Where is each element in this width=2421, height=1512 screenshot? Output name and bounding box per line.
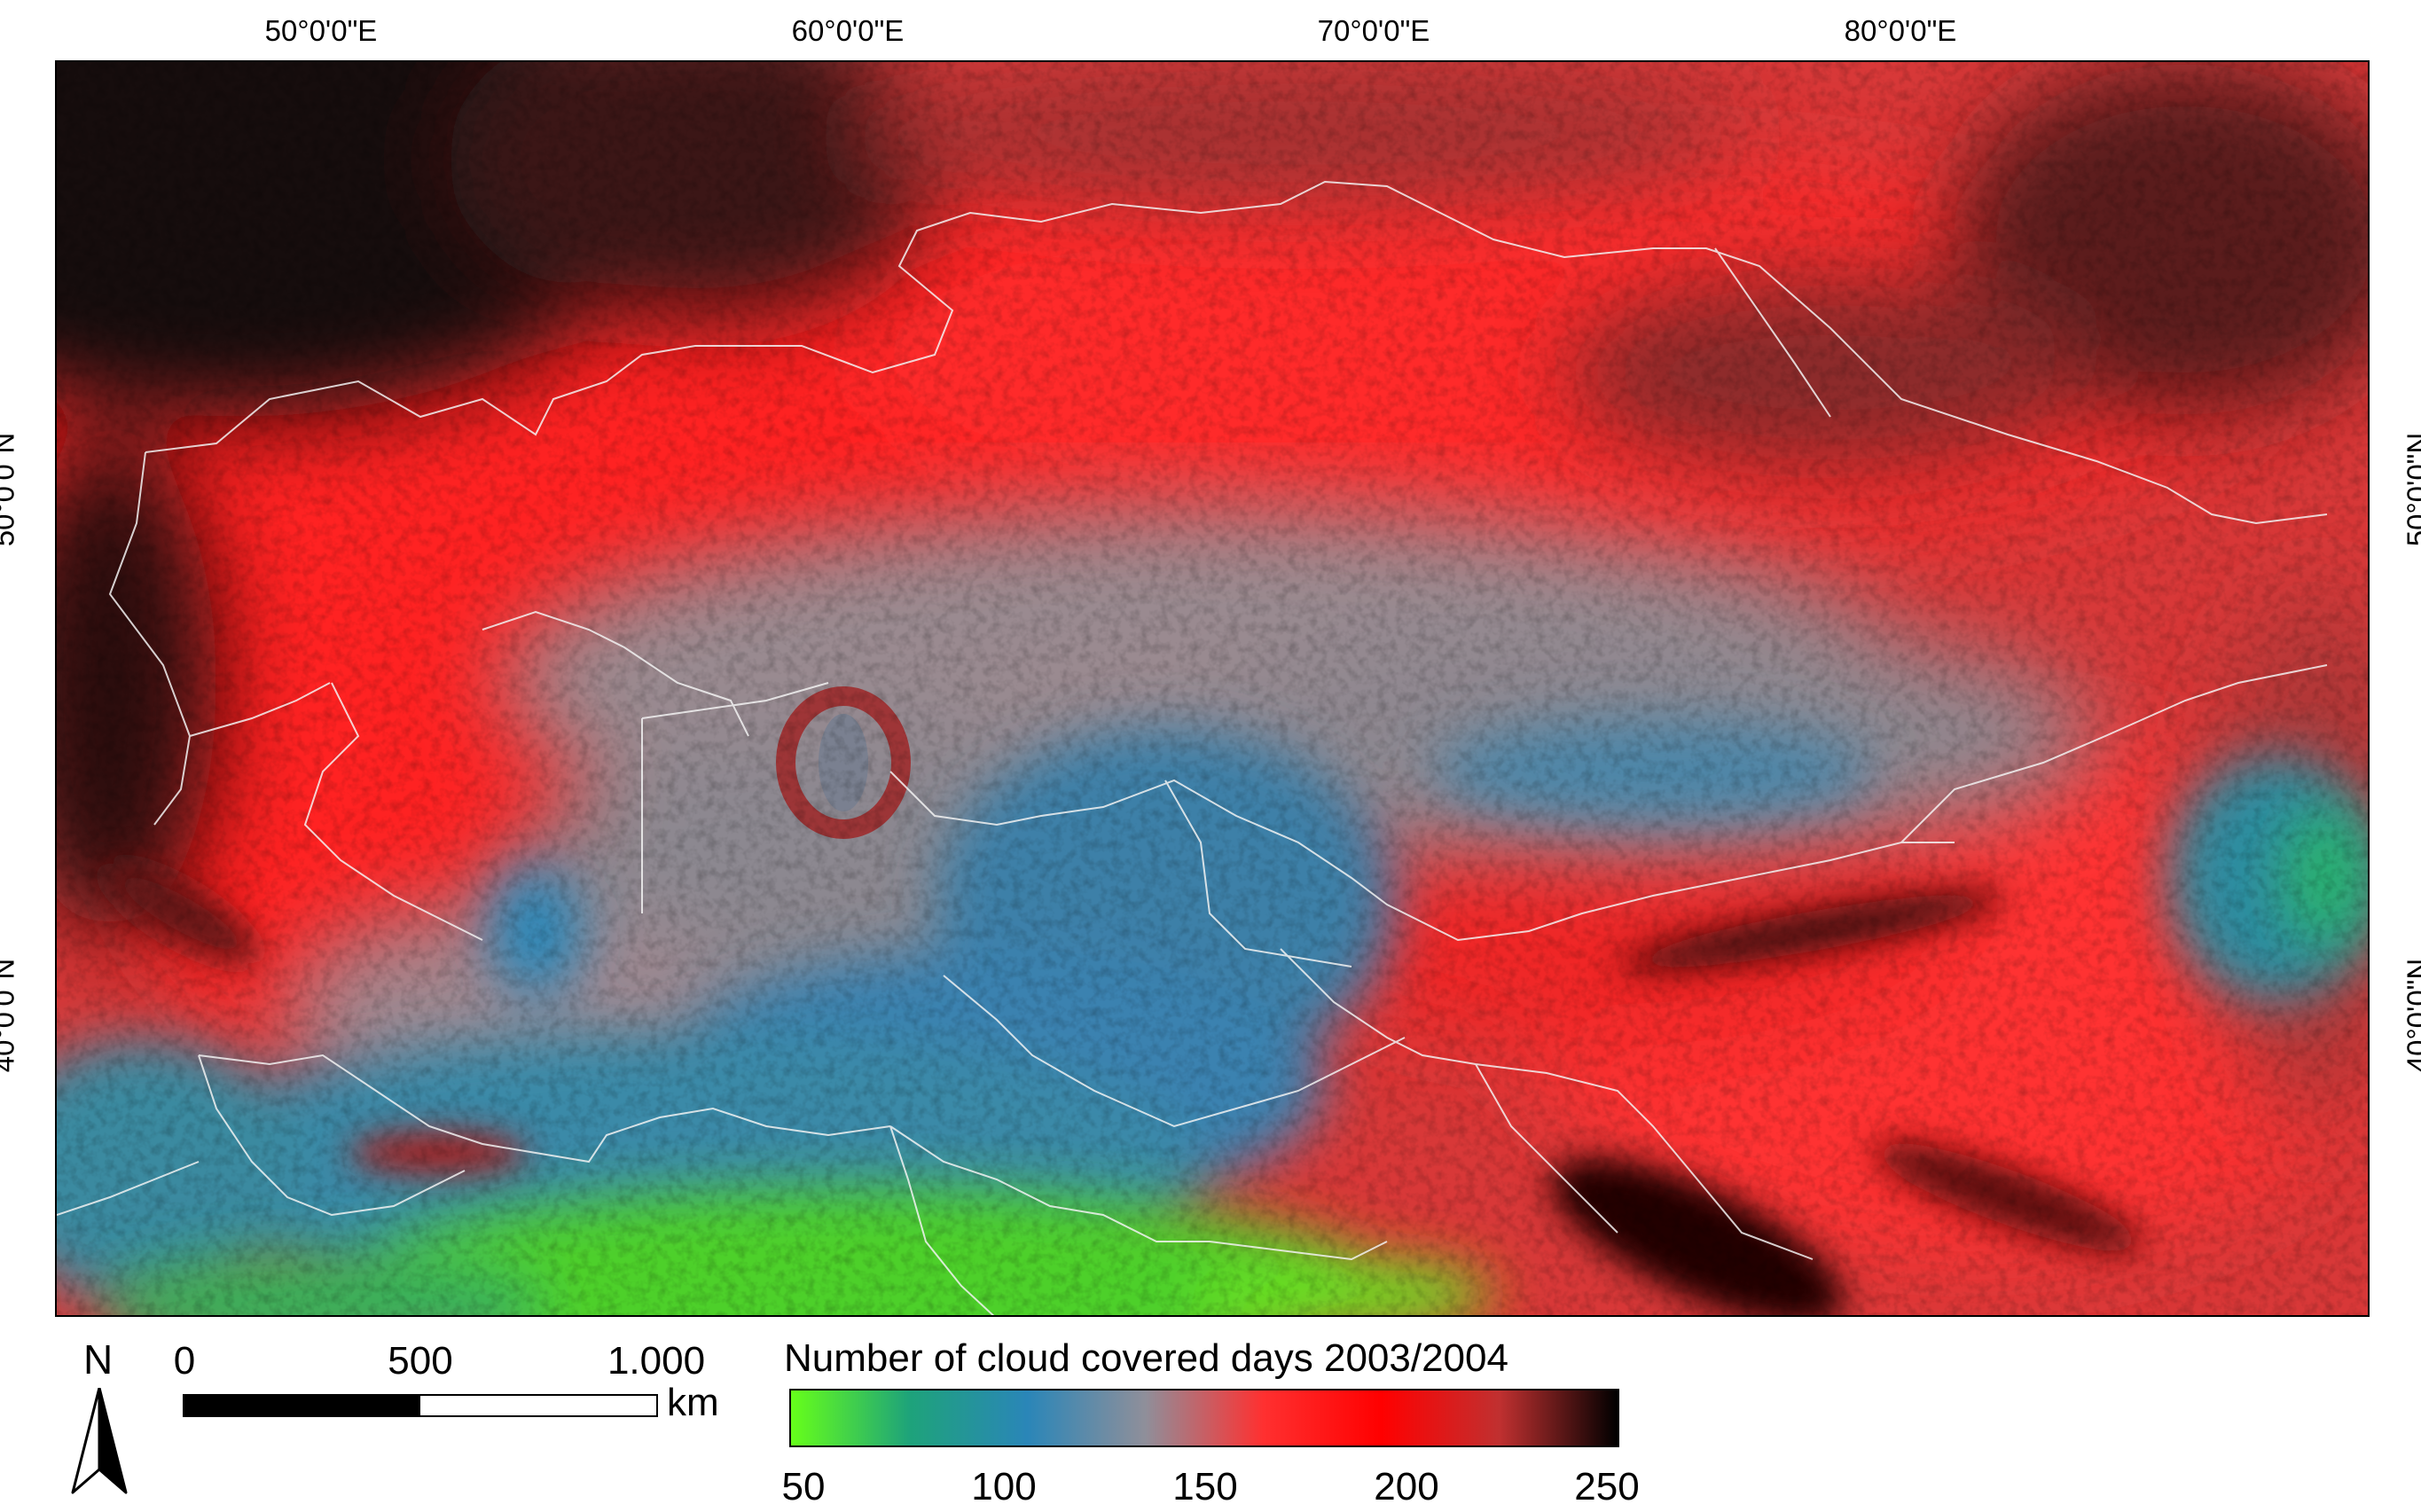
legend-tick-200: 200 (1374, 1465, 1439, 1508)
scale-label-1000: 1.000 (607, 1339, 706, 1383)
latitude-label-40n-right: 40°0'0"N (2401, 958, 2421, 1073)
cloud-cover-map (55, 60, 2370, 1317)
legend-tick-50: 50 (781, 1465, 826, 1508)
scale-bar-black-segment (184, 1396, 420, 1415)
legend-color-bar (789, 1389, 1619, 1447)
latitude-label-40n-left: 40°0'0"N (0, 958, 20, 1073)
scale-bar (183, 1394, 658, 1417)
north-label: N (83, 1336, 114, 1383)
map-raster (57, 62, 2368, 1315)
longitude-label-50e: 50°0'0"E (264, 14, 378, 47)
legend-tick-250: 250 (1574, 1465, 1640, 1508)
longitude-label-60e: 60°0'0"E (791, 14, 905, 47)
legend-tick-100: 100 (971, 1465, 1037, 1508)
legend-title: Number of cloud covered days 2003/2004 (784, 1336, 1508, 1380)
scale-label-0: 0 (173, 1339, 196, 1383)
longitude-label-70e: 70°0'0"E (1317, 14, 1430, 47)
scale-label-500: 500 (388, 1339, 453, 1383)
longitude-label-80e: 80°0'0"E (1844, 14, 1957, 47)
scale-unit: km (667, 1381, 719, 1424)
north-arrow-icon (71, 1388, 128, 1494)
latitude-label-50n-right: 50°0'0"N (2401, 432, 2421, 547)
legend-tick-150: 150 (1172, 1465, 1238, 1508)
country-borders (57, 180, 2328, 1315)
latitude-label-50n-left: 50°0'0"N (0, 432, 20, 547)
